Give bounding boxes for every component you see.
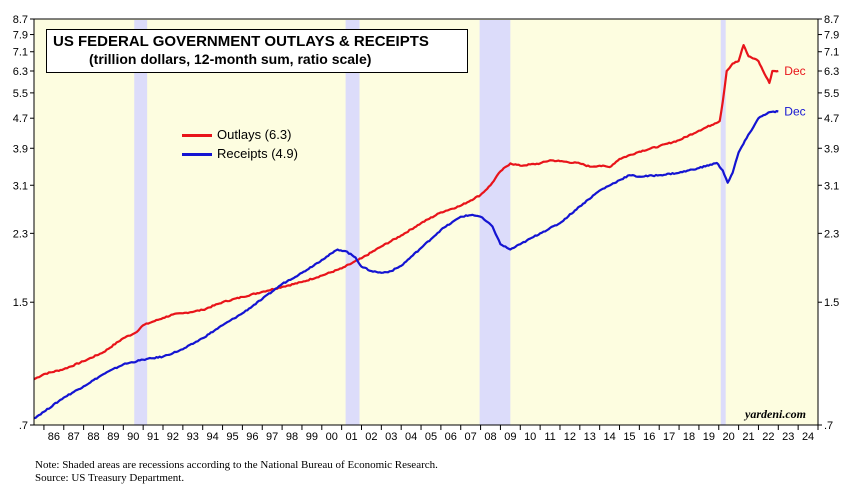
- y-tick-label-right-8: 7.1: [824, 47, 839, 59]
- y-tick-label-right-0: .7: [824, 420, 833, 432]
- y-tick-label-left-8: 7.1: [13, 47, 28, 59]
- y-tick-label-left-2: 2.3: [13, 228, 28, 240]
- legend-label-outlays: Outlays (6.3): [217, 127, 292, 142]
- series-line-receipts: [33, 110, 779, 420]
- x-tick-label-86: 86: [48, 431, 60, 443]
- y-tick-label-right-3: 3.1: [824, 180, 839, 192]
- x-tick-label-24: 24: [802, 431, 814, 443]
- recession-band-1: [345, 20, 360, 425]
- series-line-outlays: [33, 43, 779, 381]
- x-tick-label-88: 88: [87, 431, 99, 443]
- x-tick-label-14: 14: [603, 431, 615, 443]
- x-tick-label-89: 89: [107, 431, 119, 443]
- y-tick-label-left-9: 7.9: [13, 30, 28, 42]
- x-tick-label-96: 96: [246, 431, 258, 443]
- x-tick-label-93: 93: [187, 431, 199, 443]
- series-lines: [33, 43, 779, 420]
- x-tick-label-20: 20: [723, 431, 735, 443]
- x-tick-label-22: 22: [762, 431, 774, 443]
- x-tick-label-23: 23: [782, 431, 794, 443]
- y-tick-label-left-1: 1.5: [13, 297, 28, 309]
- x-tick-label-91: 91: [147, 431, 159, 443]
- y-tick-label-right-2: 2.3: [824, 228, 839, 240]
- x-tick-label-11: 11: [544, 431, 555, 443]
- x-axis: 86 87 88 89 90 91 92 93 94 95 96 97 98 99 00 01 02 03 04 05…: [43, 425, 819, 443]
- x-tick-label-95: 95: [226, 431, 238, 443]
- x-tick-label-09: 09: [504, 431, 516, 443]
- x-tick-label-06: 06: [445, 431, 457, 443]
- chart-subtitle: (trillion dollars, 12-month sum, ratio s…: [89, 51, 372, 67]
- x-tick-label-04: 04: [405, 431, 417, 443]
- x-tick-label-12: 12: [564, 431, 576, 443]
- x-tick-label-19: 19: [703, 431, 715, 443]
- x-tick-label-15: 15: [623, 431, 635, 443]
- chart-title-box: US FEDERAL GOVERNMENT OUTLAYS & RECEIPTS…: [46, 29, 468, 73]
- x-tick-label-13: 13: [584, 431, 596, 443]
- recession-band-2: [479, 20, 511, 425]
- x-tick-label-87: 87: [68, 431, 80, 443]
- y-tick-label-right-5: 4.7: [824, 113, 839, 125]
- x-tick-label-90: 90: [127, 431, 139, 443]
- recession-band-0: [134, 20, 148, 425]
- x-tick-label-99: 99: [306, 431, 318, 443]
- x-tick-label-21: 21: [742, 431, 754, 443]
- recession-band-3: [720, 20, 726, 425]
- legend-label-receipts: Receipts (4.9): [217, 146, 298, 161]
- y-tick-label-left-4: 3.9: [13, 143, 28, 155]
- source-watermark: yardeni.com: [745, 407, 806, 421]
- x-tick-label-97: 97: [266, 431, 278, 443]
- y-tick-label-right-1: 1.5: [824, 297, 839, 309]
- y-axis-right: .7 1.5 2.3 3.1 3.9 4.7 5.5 6.3 7.1 7.9 8.7: [818, 14, 839, 432]
- x-tick-label-17: 17: [663, 431, 675, 443]
- y-tick-label-left-6: 5.5: [13, 88, 28, 100]
- y-tick-label-right-4: 3.9: [824, 143, 839, 155]
- x-tick-label-02: 02: [365, 431, 377, 443]
- x-tick-label-05: 05: [425, 431, 437, 443]
- x-tick-label-01: 01: [345, 431, 357, 443]
- x-tick-label-18: 18: [683, 431, 695, 443]
- y-tick-label-right-9: 7.9: [824, 30, 839, 42]
- recession-bands: [134, 20, 726, 425]
- series-end-labels: Dec Dec: [784, 64, 805, 118]
- x-tick-label-03: 03: [385, 431, 397, 443]
- y-tick-label-left-7: 6.3: [13, 66, 28, 78]
- x-tick-label-98: 98: [286, 431, 298, 443]
- chart-title: US FEDERAL GOVERNMENT OUTLAYS & RECEIPTS: [53, 33, 429, 50]
- x-tick-label-94: 94: [207, 431, 219, 443]
- y-tick-label-right-10: 8.7: [824, 14, 839, 26]
- x-tick-label-10: 10: [524, 431, 536, 443]
- x-tick-label-92: 92: [167, 431, 179, 443]
- plot-frame: [33, 18, 819, 426]
- legend-swatch-outlays: [182, 134, 212, 137]
- end-label-receipts: Dec: [784, 104, 805, 118]
- y-axis-left: .7 1.5 2.3 3.1 3.9 4.7 5.5 6.3 7.1 7.9 8.7: [13, 14, 34, 432]
- y-tick-label-left-3: 3.1: [13, 180, 28, 192]
- footnote-note: Note: Shaded areas are recessions accord…: [35, 459, 438, 471]
- plot-background: [33, 18, 819, 426]
- x-tick-label-08: 08: [484, 431, 496, 443]
- legend-swatch-receipts: [182, 153, 212, 156]
- y-tick-label-left-10: 8.7: [13, 14, 28, 26]
- x-tick-label-16: 16: [643, 431, 655, 443]
- x-tick-label-00: 00: [326, 431, 338, 443]
- x-tick-label-07: 07: [465, 431, 477, 443]
- footnote-source: Source: US Treasury Department.: [35, 472, 185, 484]
- y-tick-label-left-0: .7: [19, 420, 28, 432]
- y-tick-label-right-6: 5.5: [824, 88, 839, 100]
- end-label-outlays: Dec: [784, 64, 805, 78]
- y-tick-label-left-5: 4.7: [13, 113, 28, 125]
- y-tick-label-right-7: 6.3: [824, 66, 839, 78]
